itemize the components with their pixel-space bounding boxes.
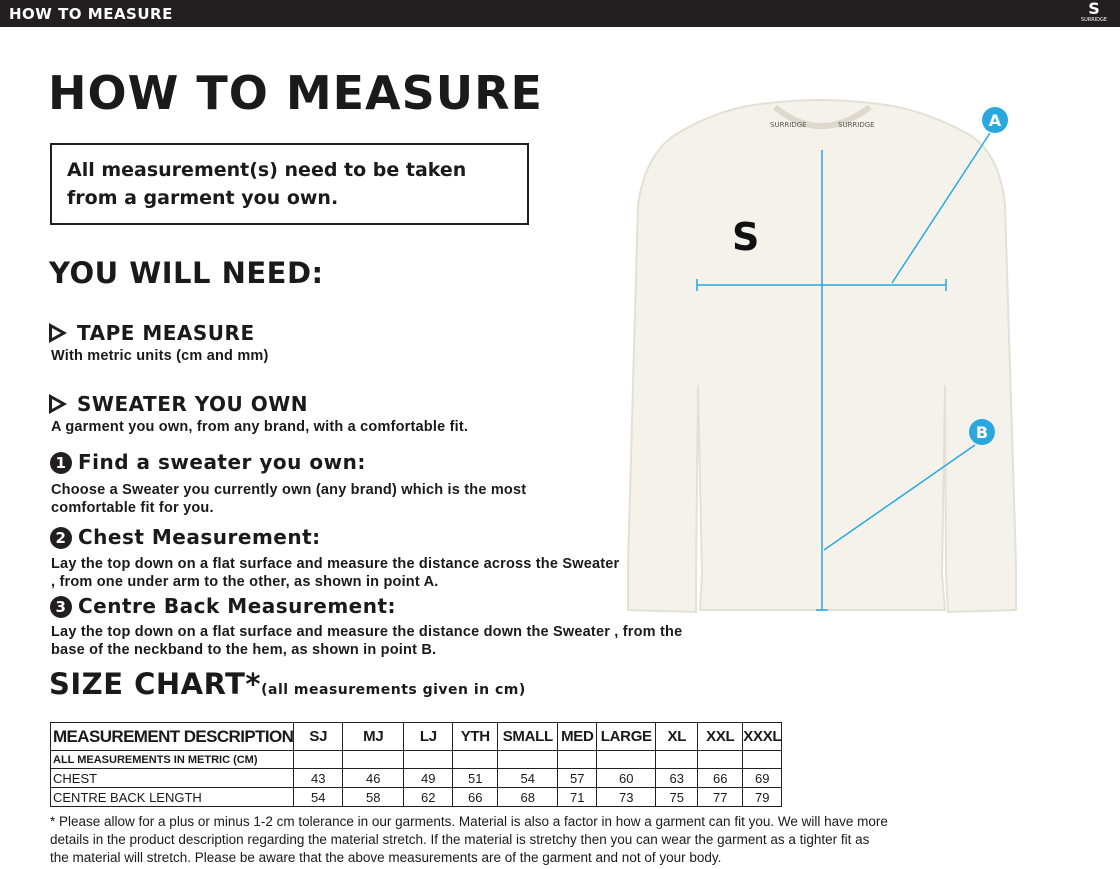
footnote: * Please allow for a plus or minus 1-2 c…: [50, 814, 888, 865]
need-sweater-desc: A garment you own, from any brand, with …: [51, 419, 469, 435]
row-label: CENTRE BACK LENGTH: [49, 787, 295, 807]
table-cell: 43: [293, 768, 344, 788]
table-cell: 66: [452, 787, 499, 807]
page-title: HOW TO MEASURE: [48, 66, 543, 120]
point-a-marker: [982, 107, 1008, 133]
table-cell: 69: [742, 768, 783, 788]
header-title: HOW TO MEASURE: [9, 5, 173, 23]
column-header: SJ: [293, 722, 344, 751]
table-row: CENTRE BACK LENGTH 54 58 62 66 68 71 73 75 77 79: [49, 787, 783, 807]
point-a-label: A: [989, 111, 1002, 130]
column-header: LJ: [403, 722, 454, 751]
surridge-s-logo: S: [732, 215, 759, 259]
neck-label: SURRIDGE: [838, 121, 875, 129]
point-b-label: B: [976, 423, 988, 442]
table-cell: 63: [655, 768, 699, 788]
step-1-desc: Choose a Sweater you currently own (any …: [51, 482, 527, 516]
you-will-need-heading: YOU WILL NEED:: [49, 256, 324, 290]
step-3-desc: Lay the top down on a flat surface and m…: [51, 624, 683, 658]
table-cell: 77: [697, 787, 744, 807]
step-1-title: 1 Find a sweater you own:: [50, 450, 366, 474]
row-label: CHEST: [49, 768, 295, 788]
step-2-title: 2 Chest Measurement:: [50, 525, 321, 549]
table-cell: 66: [697, 768, 744, 788]
column-header: XXL: [697, 722, 744, 751]
measurement-lines: [696, 132, 991, 611]
column-header: LARGE: [596, 722, 657, 751]
table-cell: 60: [596, 768, 657, 788]
column-header: MED: [557, 722, 598, 751]
table-cell: 51: [452, 768, 499, 788]
table-cell: 71: [557, 787, 598, 807]
top-bar: HOW TO MEASURE S SURRIDGE: [0, 0, 1120, 27]
table-header-row: MEASUREMENT DESCRIPTION SJ MJ LJ YTH SMALL MED…: [49, 722, 783, 751]
table-cell: 54: [293, 787, 344, 807]
column-header: MJ: [342, 722, 405, 751]
column-header: XXXL: [742, 722, 783, 751]
table-row: CHEST 43 46 49 51 54 57 60 63 66 69: [49, 768, 783, 788]
table-cell: 73: [596, 787, 657, 807]
size-chart-table: MEASUREMENT DESCRIPTION SJ MJ LJ YTH SMALL MED…: [49, 722, 783, 807]
need-tape-measure: TAPE MEASURE: [49, 321, 255, 345]
column-header: SMALL: [497, 722, 559, 751]
surridge-logo: S SURRIDGE: [1080, 0, 1108, 24]
size-chart-heading: SIZE CHART*(all measurements given in cm…: [49, 667, 526, 701]
column-header: XL: [655, 722, 699, 751]
step-2-desc: Lay the top down on a flat surface and m…: [51, 556, 620, 590]
need-tape-desc: With metric units (cm and mm): [51, 348, 269, 364]
table-cell: 68: [497, 787, 559, 807]
table-cell: 58: [342, 787, 405, 807]
need-sweater: SWEATER YOU OWN: [49, 392, 308, 416]
point-b-marker: [969, 419, 995, 445]
table-subheader-row: ALL MEASUREMENTS IN METRIC (CM): [49, 750, 783, 769]
note-box: All measurement(s) need to be taken from…: [50, 143, 529, 225]
column-header: MEASUREMENT DESCRIPTION: [49, 722, 295, 751]
column-header: YTH: [452, 722, 499, 751]
neck-label: SURRIDGE: [770, 121, 807, 129]
sweater-diagram: SURRIDGE SURRIDGE S A B: [627, 99, 1017, 614]
triangle-icon: [49, 394, 67, 414]
table-cell: 79: [742, 787, 783, 807]
table-cell: 54: [497, 768, 559, 788]
triangle-icon: [49, 323, 67, 343]
table-cell: 75: [655, 787, 699, 807]
step-3-title: 3 Centre Back Measurement:: [50, 594, 396, 618]
table-cell: 57: [557, 768, 598, 788]
table-cell: 49: [403, 768, 454, 788]
table-cell: 46: [342, 768, 405, 788]
table-cell: 62: [403, 787, 454, 807]
